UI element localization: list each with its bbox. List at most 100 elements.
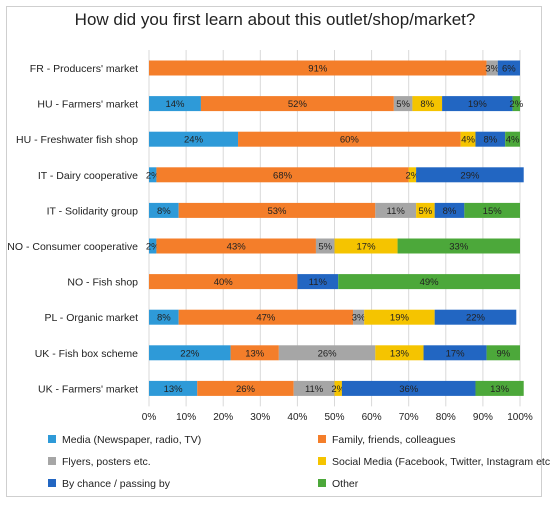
data-label: 47% [256,313,276,324]
bar-segment [505,131,520,147]
bar-segment [397,238,520,254]
data-label: 68% [273,170,293,181]
legend-label: Flyers, posters etc. [62,456,151,468]
data-label: 2% [331,384,345,395]
data-label: 8% [420,99,434,110]
data-label: 8% [483,135,497,146]
bar-segment [149,60,487,76]
data-label: 60% [340,135,360,146]
bar-segment [464,202,520,218]
category-labels: FR - Producers' market HU - Farmers' mark… [7,63,138,395]
bar-segment [149,202,179,218]
data-label: 17% [357,242,377,253]
x-tick-label: 30% [250,412,270,423]
legend-label: Social Media (Facebook, Twitter, Instagr… [332,456,550,468]
bar-segment [512,96,520,112]
bar-segment [434,202,465,218]
bar-segment [364,309,435,325]
bar-segment [200,96,394,112]
bar-segment [475,380,524,396]
legend-swatch [48,457,56,465]
bar-segment [408,167,417,183]
legend-swatch [318,479,326,487]
data-label: 6% [502,64,516,75]
category-label: HU - Freshwater fish shop [16,134,138,146]
chart-title: How did you first learn about this outle… [75,10,476,29]
category-label: HU - Farmers' market [37,99,138,111]
data-label: 5% [318,242,332,253]
bar-segment [278,345,376,361]
data-label: 5% [396,99,410,110]
data-label: 13% [164,384,184,395]
x-tick-label: 70% [399,412,419,423]
data-label: 3% [352,313,366,324]
category-label: IT - Dairy cooperative [38,170,138,182]
data-label: 26% [236,384,256,395]
data-label: 22% [466,313,486,324]
data-label: 24% [184,135,204,146]
bar-segment [149,274,298,290]
data-label: 19% [468,99,488,110]
legend: Media (Newspaper, radio, TV) Family, frie… [48,434,550,490]
data-label: 49% [420,277,440,288]
bar-segment [149,345,231,361]
bar-segment [178,202,376,218]
bar-segment [375,345,424,361]
bar-segment [423,345,487,361]
bar-segment [293,380,335,396]
bar-segment [149,167,157,183]
data-label: 19% [390,313,410,324]
bar-segment [149,309,179,325]
category-label: IT - Solidarity group [47,205,139,217]
data-label: 2% [146,242,160,253]
bar-segment [393,96,413,112]
legend-swatch [48,479,56,487]
bar-segment [412,96,443,112]
legend-swatch [318,457,326,465]
data-label: 4% [461,135,475,146]
bar-segment [338,274,520,290]
data-label: 2% [146,170,160,181]
bar-segment [230,345,279,361]
legend-swatch [318,435,326,443]
x-tick-label: 0% [142,412,157,423]
bar-segment [334,238,398,254]
bar-segment [156,167,409,183]
bar-segment [197,380,294,396]
bar-segment [353,309,365,325]
data-label: 53% [267,206,287,217]
bar-segment [149,131,239,147]
data-label: 91% [308,64,328,75]
data-label: 13% [245,348,265,359]
data-label: 11% [305,384,324,395]
legend-label: Family, friends, colleagues [332,434,456,446]
x-tick-label: 40% [287,412,307,423]
data-label: 14% [165,99,185,110]
bar-segment [497,60,520,76]
category-label: PL - Organic market [44,312,138,324]
bar-segment [475,131,506,147]
data-label: 5% [419,206,433,217]
x-tick-label: 90% [473,412,493,423]
data-label: 40% [214,277,234,288]
data-label: 8% [443,206,457,217]
data-label: 22% [180,348,200,359]
data-label: 4% [506,135,520,146]
x-tick-label: 80% [436,412,456,423]
data-label: 43% [227,242,247,253]
data-label: 11% [387,206,406,217]
data-label: 3% [485,64,499,75]
bar-segment [297,274,339,290]
bars: 91% 3% 6%14% 52% 5% 8% 19% 2%24% 60% 4% 8% 4%2% 68% 2… [146,60,524,396]
bar-segment [486,345,520,361]
data-label: 2% [509,99,523,110]
category-label: NO - Consumer cooperative [7,241,138,253]
bar-segment [149,96,201,112]
data-label: 13% [390,348,410,359]
data-label: 9% [496,348,510,359]
bar-segment [486,60,498,76]
bar-segment [178,309,354,325]
bar-segment [315,238,335,254]
category-label: UK - Farmers' market [38,383,138,395]
